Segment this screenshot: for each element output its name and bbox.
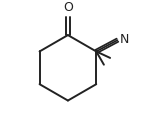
Text: N: N bbox=[119, 33, 129, 46]
Text: O: O bbox=[63, 1, 73, 14]
